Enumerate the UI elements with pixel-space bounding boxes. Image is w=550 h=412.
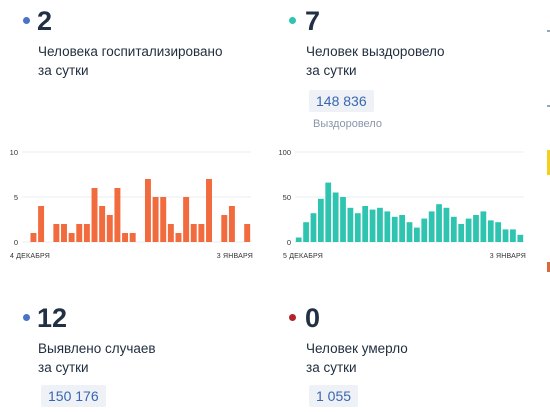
bar [221,215,228,242]
bar [502,229,509,242]
hospitalized-caption-line2: за сутки [38,63,89,78]
bar [167,224,174,242]
cases-dot [23,314,30,321]
recovered-chart: 0 50 100 5 ДЕКАБРЯ 3 ЯНВАРЯ [278,148,526,260]
bar [391,216,398,242]
bar [436,204,442,242]
bar [144,179,151,242]
bar [175,233,182,242]
bar [458,224,465,242]
bar [421,218,428,242]
cases-count: 12 [37,303,68,333]
recovered-dot [289,17,296,24]
x-end-label: 3 ЯНВАРЯ [490,253,526,260]
bar [76,224,83,242]
cases-total: 150 176 [41,385,106,407]
y-tick-label: 10 [10,148,18,157]
bar [428,211,435,242]
bar [317,198,324,242]
bar [38,206,45,242]
bar [152,197,159,242]
bar [325,182,332,242]
bar [465,218,472,242]
y-tick-label: 5 [14,193,18,202]
bar [129,233,136,242]
hospitalized-count: 2 [37,6,53,36]
bar [495,222,502,242]
bar [30,233,37,242]
hospitalized-chart: 0 5 10 4 ДЕКАБРЯ 3 ЯНВАРЯ [10,148,253,260]
bar [198,224,205,242]
edge-fragment [547,30,550,32]
deaths-dot [289,314,296,321]
cases-caption-line1: Выявлено случаев [38,341,156,356]
bar [450,216,457,242]
bar [354,213,361,242]
bar [487,220,494,242]
bar [332,192,339,242]
y-tick-label: 50 [283,193,291,202]
bar [406,222,413,242]
bar [61,224,67,242]
recovered-count: 7 [305,6,321,36]
bar [160,197,167,242]
bar [68,233,75,242]
bar [114,188,121,242]
bar [183,197,190,242]
bar [340,197,346,242]
hospitalized-caption-line1: Человека госпитализировано [38,44,223,59]
edge-fragment [547,262,550,272]
recovered-caption-line1: Человек выздоровело [306,44,445,59]
bar [517,234,524,242]
bar [106,215,113,242]
bar [510,229,516,242]
bar [190,224,197,242]
bar [122,233,129,242]
bar [310,213,317,242]
recovered-caption-line2: за сутки [306,63,357,78]
x-start-label: 4 ДЕКАБРЯ [10,253,50,260]
bar [99,206,106,242]
bar [228,206,235,242]
bar [480,211,487,242]
deaths-count: 0 [305,303,321,333]
bar [473,215,479,242]
recovered-total: 148 836 [309,90,374,112]
bar [83,224,90,242]
recovered-total-label: Выздоровело [313,118,382,130]
x-end-label: 3 ЯНВАРЯ [217,253,253,260]
edge-fragment [547,105,550,107]
bar [362,206,369,242]
bar [384,211,391,242]
bar [244,224,251,242]
hospitalized-dot [23,17,30,24]
bar [295,237,302,242]
y-tick-label: 0 [14,238,18,247]
cases-caption-line2: за сутки [38,360,89,375]
bar [303,222,309,242]
deaths-caption-line2: за сутки [306,360,357,375]
bar [399,215,405,242]
x-start-label: 5 ДЕКАБРЯ [283,253,323,260]
bar [347,207,354,242]
edge-fragment [547,150,550,175]
deaths-total: 1 055 [309,385,359,407]
bar [53,224,60,242]
bar [443,207,450,242]
bar [414,227,420,242]
y-tick-label: 100 [278,148,291,157]
bar [377,207,383,242]
deaths-caption-line1: Человек умерло [306,341,408,356]
y-tick-label: 0 [287,238,291,247]
bar [206,179,212,242]
bar [369,209,376,242]
bar [91,188,98,242]
